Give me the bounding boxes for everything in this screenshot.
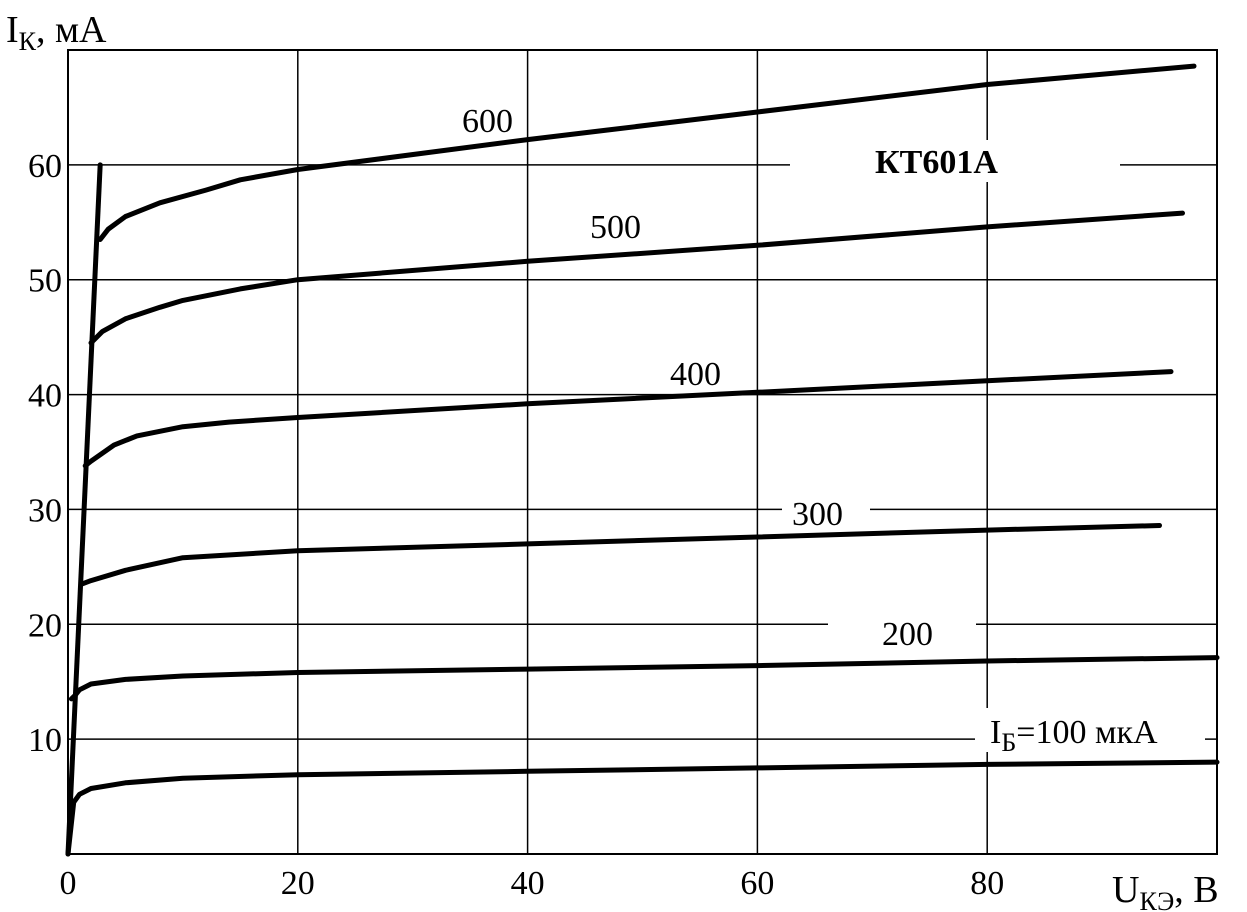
- label-100-bg: [975, 708, 1205, 752]
- x-tick-label: 80: [970, 865, 1004, 902]
- series-line-300: [79, 523, 1162, 587]
- series-line-200: [68, 655, 1220, 702]
- y-tick-label: 10: [28, 722, 62, 759]
- plot-frame: [67, 49, 1218, 855]
- y-tick-label: 30: [28, 492, 62, 529]
- curve-label-400: 400: [670, 356, 721, 393]
- curve-label-500: 500: [590, 209, 641, 246]
- x-tick-label: 20: [281, 865, 315, 902]
- series-line-500: [88, 210, 1185, 346]
- curve-label-300: 300: [792, 496, 843, 533]
- y-tick-label: 60: [28, 148, 62, 185]
- series-line-600: [97, 63, 1197, 242]
- x-tick-label: 0: [60, 865, 77, 902]
- label-200-bg: [828, 610, 976, 642]
- y-tick-label: 20: [28, 607, 62, 644]
- curve-label-600: 600: [462, 103, 513, 140]
- y-axis-label: IК, мА: [6, 9, 107, 56]
- curve-label-100: IБ=100 мкА: [990, 714, 1158, 757]
- ticks: 0 20 40 60 80 10 20 30 40 50 60: [28, 148, 1004, 902]
- curve-label-200: 200: [882, 616, 933, 653]
- series-line-400: [82, 369, 1174, 469]
- label-300-bg: [782, 495, 870, 527]
- chart-title: КТ601А: [875, 144, 998, 181]
- saturation-line: [65, 162, 103, 857]
- series-line-100: [65, 759, 1220, 857]
- model-label-bg: [790, 140, 1120, 182]
- x-axis-label: UКЭ, В: [1112, 869, 1219, 912]
- y-tick-label: 50: [28, 263, 62, 300]
- curves: [65, 63, 1220, 857]
- x-tick-label: 40: [511, 865, 545, 902]
- x-tick-label: 60: [740, 865, 774, 902]
- y-tick-label: 40: [28, 378, 62, 415]
